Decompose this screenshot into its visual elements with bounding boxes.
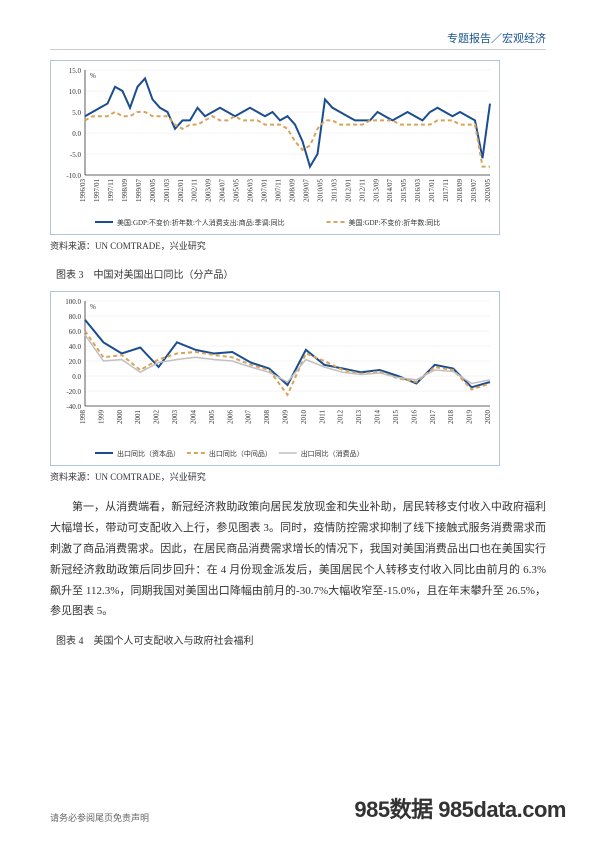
svg-text:2006: 2006	[226, 410, 234, 425]
svg-text:2020: 2020	[484, 410, 492, 425]
svg-text:40.0: 40.0	[69, 343, 82, 351]
svg-text:2008: 2008	[263, 410, 271, 425]
svg-text:100.0: 100.0	[65, 298, 81, 306]
svg-text:出口同比（消费品）: 出口同比（消费品）	[301, 449, 364, 458]
chart-2-container: -40.0 -20.0 0.0 20.0 40.0 60.0 80.0 100.0% 1998 1…	[50, 291, 546, 466]
page-footer: 请务必参阅尾页免责声明 985数据 985data.com	[50, 792, 566, 824]
chart-2: -40.0 -20.0 0.0 20.0 40.0 60.0 80.0 100.0% 1998 1…	[50, 291, 500, 466]
svg-text:10.0: 10.0	[69, 88, 82, 96]
svg-text:5.0: 5.0	[72, 109, 81, 117]
svg-text:2003/09: 2003/09	[205, 179, 213, 202]
svg-text:2018/09: 2018/09	[456, 179, 464, 202]
svg-text:2002/11: 2002/11	[191, 179, 199, 202]
svg-text:%: %	[90, 72, 96, 80]
svg-text:2012/11: 2012/11	[358, 179, 366, 202]
svg-text:2009: 2009	[282, 410, 290, 425]
svg-text:2017/01: 2017/01	[428, 179, 436, 202]
svg-text:2001: 2001	[134, 410, 142, 425]
svg-text:2006/03: 2006/03	[247, 179, 255, 202]
svg-text:2016/03: 2016/03	[414, 179, 422, 202]
svg-text:2012: 2012	[337, 410, 345, 425]
svg-text:-40.0: -40.0	[66, 403, 81, 411]
svg-text:2009/07: 2009/07	[302, 179, 310, 202]
svg-text:2004/07: 2004/07	[219, 179, 227, 202]
svg-text:-10.0: -10.0	[66, 172, 81, 180]
figure-4-title: 图表 4 美国个人可支配收入与政府社会福利	[50, 632, 546, 647]
svg-text:出口同比（资本品）: 出口同比（资本品）	[117, 449, 180, 458]
svg-text:60.0: 60.0	[69, 328, 82, 336]
svg-text:0.0: 0.0	[72, 130, 81, 138]
svg-text:2015: 2015	[392, 410, 400, 425]
svg-text:2013/09: 2013/09	[372, 179, 380, 202]
svg-text:2007/11: 2007/11	[275, 179, 283, 202]
svg-text:15.0: 15.0	[69, 67, 82, 75]
svg-text:1998/09: 1998/09	[121, 179, 129, 202]
header-category: 专题报告／宏观经济	[50, 30, 546, 50]
chart-2-source: 资料来源：UN COMTRADE，兴业研究	[50, 470, 546, 483]
chart-1-container: -10.0 -5.0 0.0 5.0 10.0 15.0% 1996/03 1997/01 19…	[50, 60, 546, 235]
svg-text:%: %	[90, 303, 96, 311]
svg-text:2016: 2016	[410, 410, 418, 425]
svg-text:2012/01: 2012/01	[344, 179, 352, 202]
svg-text:-20.0: -20.0	[66, 388, 81, 396]
svg-text:2013: 2013	[355, 410, 363, 425]
svg-text:2007: 2007	[245, 410, 253, 425]
svg-text:2005/05: 2005/05	[233, 179, 241, 202]
svg-text:1998: 1998	[79, 410, 87, 425]
svg-text:2014: 2014	[374, 410, 382, 425]
svg-text:2005: 2005	[208, 410, 216, 425]
svg-text:2002/01: 2002/01	[177, 179, 185, 202]
svg-text:2008/09: 2008/09	[288, 179, 296, 202]
svg-text:2014/07: 2014/07	[386, 179, 394, 202]
svg-text:2001/03: 2001/03	[163, 179, 171, 202]
svg-text:2019: 2019	[466, 410, 474, 425]
svg-text:1997/01: 1997/01	[93, 179, 101, 202]
svg-text:80.0: 80.0	[69, 313, 82, 321]
svg-text:2000/05: 2000/05	[149, 179, 157, 202]
svg-text:2002: 2002	[153, 410, 161, 425]
body-paragraph-1: 第一，从消费端看，新冠经济救助政策向居民发放现金和失业补助，居民转移支付收入中政…	[50, 497, 546, 622]
svg-text:出口同比（中间品）: 出口同比（中间品）	[209, 449, 272, 458]
svg-text:1999: 1999	[97, 410, 105, 425]
svg-text:1999/07: 1999/07	[135, 179, 143, 202]
svg-text:2010: 2010	[300, 410, 308, 425]
chart-1: -10.0 -5.0 0.0 5.0 10.0 15.0% 1996/03 1997/01 19…	[50, 60, 500, 235]
svg-text:2007/01: 2007/01	[261, 179, 269, 202]
svg-text:2017/11: 2017/11	[442, 179, 450, 202]
svg-text:2011/03: 2011/03	[330, 179, 338, 202]
chart-1-source: 资料来源：UN COMTRADE，兴业研究	[50, 239, 546, 252]
svg-text:1996/03: 1996/03	[79, 179, 87, 202]
svg-text:2020/05: 2020/05	[484, 179, 492, 202]
svg-text:0.0: 0.0	[72, 373, 81, 381]
svg-text:2017: 2017	[429, 410, 437, 425]
footer-disclaimer: 请务必参阅尾页免责声明	[50, 811, 149, 824]
svg-text:20.0: 20.0	[69, 358, 82, 366]
svg-text:2015/05: 2015/05	[400, 179, 408, 202]
svg-text:-5.0: -5.0	[70, 151, 82, 159]
figure-3-title: 图表 3 中国对美国出口同比（分产品）	[50, 266, 546, 281]
svg-text:2010/05: 2010/05	[316, 179, 324, 202]
svg-text:美国:GDP:不变价:折年数:个人消费支出:商品:季调:同比: 美国:GDP:不变价:折年数:个人消费支出:商品:季调:同比	[117, 218, 285, 227]
svg-text:2018: 2018	[447, 410, 455, 425]
svg-text:2019/07: 2019/07	[470, 179, 478, 202]
svg-text:2003: 2003	[171, 410, 179, 425]
svg-text:美国:GDP:不变价:折年数:同比: 美国:GDP:不变价:折年数:同比	[349, 218, 441, 227]
footer-watermark: 985数据 985data.com	[354, 792, 566, 824]
svg-text:2011: 2011	[318, 410, 326, 424]
svg-text:1997/11: 1997/11	[107, 179, 115, 202]
svg-text:2000: 2000	[116, 410, 124, 425]
svg-text:2004: 2004	[189, 410, 197, 425]
